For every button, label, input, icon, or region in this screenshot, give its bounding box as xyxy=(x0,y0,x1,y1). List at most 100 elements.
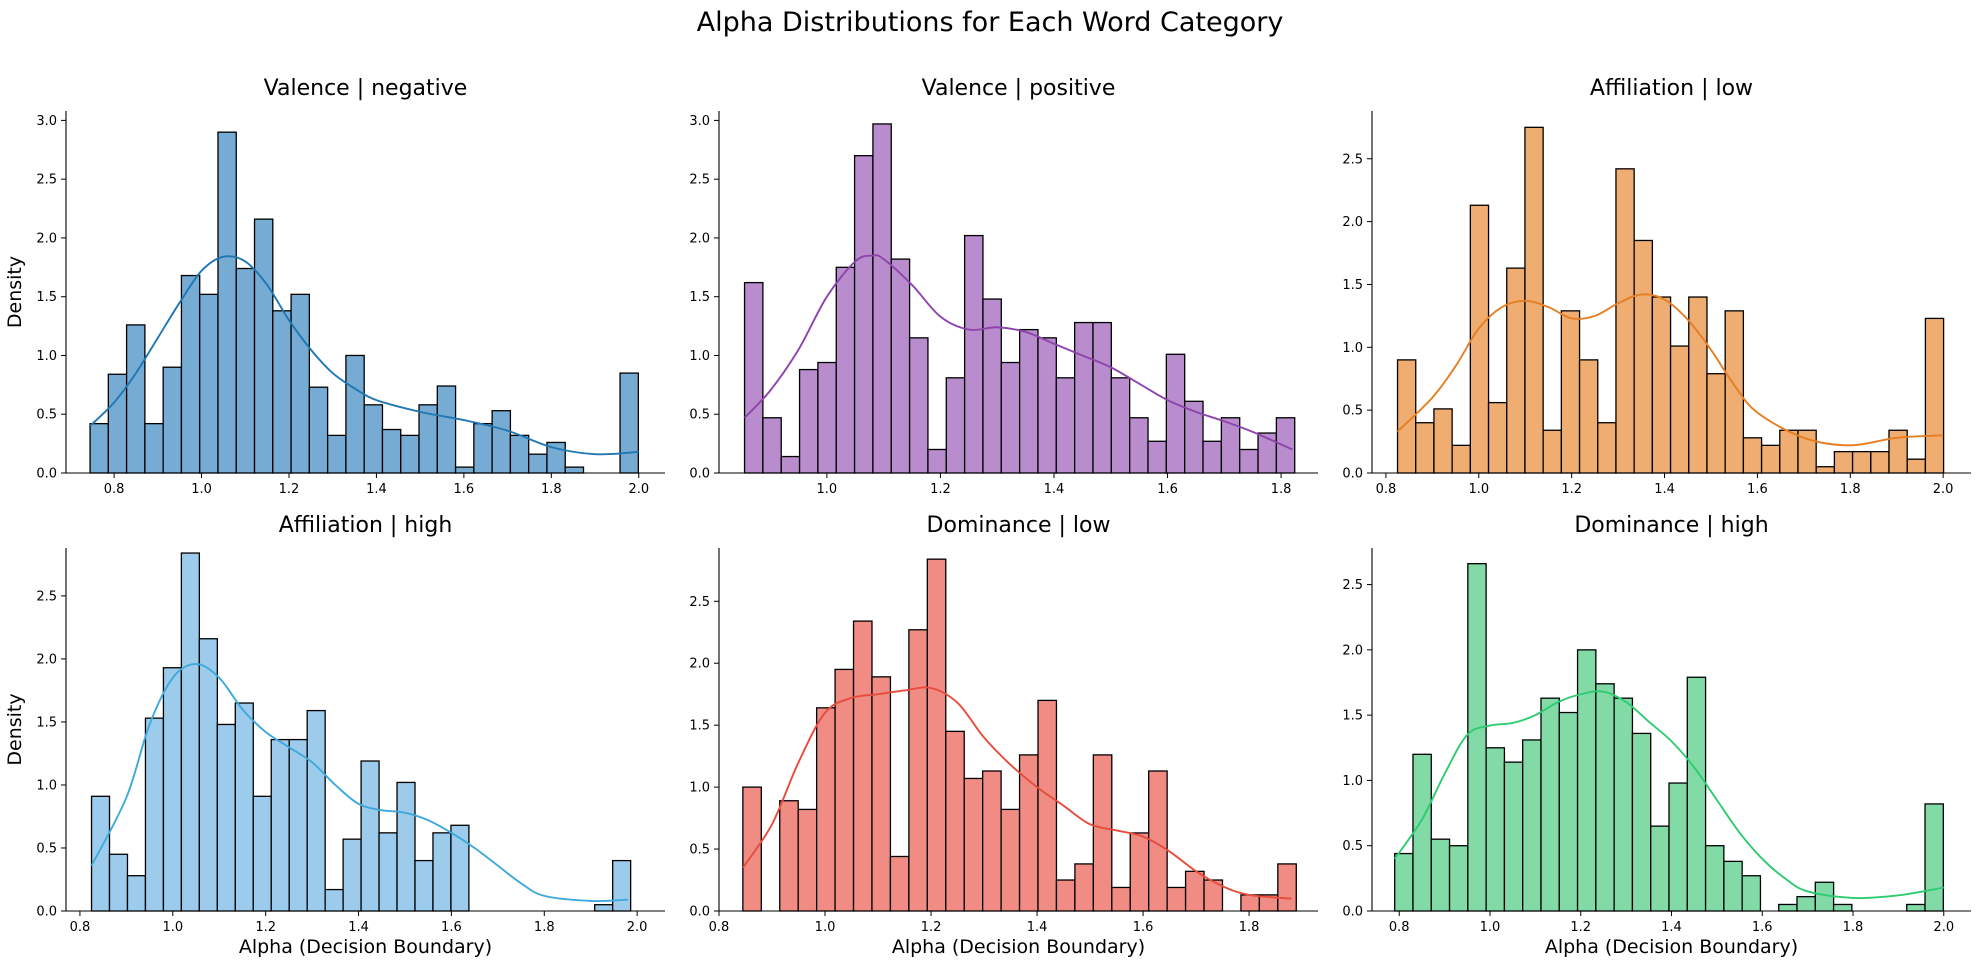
x-tick-label: 1.6 xyxy=(1747,482,1768,497)
y-tick-label: 2.0 xyxy=(689,231,710,246)
kde-curve xyxy=(89,255,639,456)
histogram-bar xyxy=(1451,444,1472,474)
y-tick-label: 0.0 xyxy=(1342,467,1363,482)
histogram-bar xyxy=(1815,466,1836,474)
histogram-bar xyxy=(345,354,365,474)
histogram-bar xyxy=(1576,649,1597,912)
histogram-bar xyxy=(1833,450,1854,474)
histogram-bar xyxy=(1650,825,1670,912)
histogram-bar xyxy=(1870,450,1890,474)
histogram-bar xyxy=(1540,697,1560,912)
y-tick-label: 2.5 xyxy=(689,173,710,188)
histogram-bar xyxy=(743,281,764,474)
y-tick-label: 0.0 xyxy=(689,467,710,482)
histogram-bar xyxy=(817,361,837,474)
histogram-bar xyxy=(1704,845,1725,912)
histogram-bar xyxy=(762,417,782,474)
histogram-bar xyxy=(1111,886,1131,912)
x-tick-label: 2.0 xyxy=(627,920,648,935)
y-tick-label: 0.5 xyxy=(689,408,710,423)
histogram-bar xyxy=(378,832,398,912)
x-tick-label: 1.6 xyxy=(454,482,475,497)
x-tick-label: 1.2 xyxy=(1570,920,1591,935)
histogram-bar xyxy=(1166,886,1187,912)
histogram-bar xyxy=(1851,450,1872,474)
histogram-bar xyxy=(454,466,475,474)
x-tick-label: 1.4 xyxy=(1044,482,1065,497)
histogram-bar xyxy=(272,310,292,474)
subplot-title: Valence | negative xyxy=(264,76,468,101)
histogram-bar xyxy=(1184,870,1205,912)
histogram-bar xyxy=(1669,345,1690,474)
y-axis-label: Density xyxy=(4,693,26,765)
histogram-bar xyxy=(834,668,855,912)
histogram-bar xyxy=(342,838,362,912)
y-tick-label: 1.0 xyxy=(689,349,710,364)
histogram-bar xyxy=(963,234,984,474)
histogram-bar xyxy=(1760,444,1781,474)
histogram-bar xyxy=(1651,296,1672,474)
histogram-bar xyxy=(253,218,274,474)
x-tick-label: 1.8 xyxy=(541,482,562,497)
histogram-bar xyxy=(1522,739,1542,912)
histogram-bars xyxy=(1396,126,1945,474)
histogram-bar xyxy=(1037,699,1058,912)
x-tick-label: 1.8 xyxy=(1843,920,1864,935)
y-tick-label: 0.0 xyxy=(1342,905,1363,920)
x-tick-label: 1.4 xyxy=(366,482,387,497)
y-tick-label: 2.0 xyxy=(1342,215,1363,230)
histogram-bar xyxy=(1277,863,1297,912)
histogram-bar xyxy=(889,855,910,912)
y-tick-label: 0.5 xyxy=(1342,404,1363,419)
histogram-bar xyxy=(780,455,801,474)
histogram-bar xyxy=(1613,697,1634,912)
histogram-bar xyxy=(612,859,632,912)
histogram-bar xyxy=(126,875,147,912)
y-ticks: 0.0 0.5 1.0 1.5 2.0 2.5 xyxy=(1342,578,1372,920)
histogram-bar xyxy=(162,667,183,912)
histogram-bar xyxy=(945,377,966,474)
subplot-valence-negative: Valence | negative Density 0.8 1.0 1.2 1.4 1… xyxy=(4,76,665,497)
histogram-bar xyxy=(1074,321,1094,474)
histogram-bar xyxy=(926,558,947,912)
x-tick-label: 1.2 xyxy=(1561,482,1582,497)
histogram-bar xyxy=(1542,429,1563,474)
histogram-bar xyxy=(400,434,420,474)
figure-title: Alpha Distributions for Each Word Catego… xyxy=(697,7,1284,38)
histogram-bar xyxy=(1615,168,1635,474)
y-tick-label: 3.0 xyxy=(689,114,710,129)
x-tick-label: 1.0 xyxy=(162,920,183,935)
x-ticks: 0.8 1.0 1.2 1.4 1.6 1.8 2.0 xyxy=(70,911,648,935)
histogram-bar xyxy=(1597,422,1617,474)
y-tick-label: 1.0 xyxy=(1342,774,1363,789)
y-tick-label: 1.0 xyxy=(689,781,710,796)
histogram-bar xyxy=(270,738,290,912)
y-tick-label: 1.0 xyxy=(36,349,57,364)
subplot-affiliation-low: Affiliation | low 0.8 1.0 1.2 1.4 1.6 1.8 2.00… xyxy=(1342,76,1971,497)
x-tick-label: 1.0 xyxy=(815,920,836,935)
y-tick-label: 1.0 xyxy=(36,778,57,793)
y-ticks: 0.0 0.5 1.0 1.5 2.0 2.5 xyxy=(36,589,66,920)
histogram-bar xyxy=(853,155,874,474)
histogram-bar xyxy=(1485,747,1506,912)
histogram-bar xyxy=(235,267,256,474)
x-tick-label: 1.2 xyxy=(921,920,942,935)
histogram-bar xyxy=(1394,852,1414,912)
histogram-bar xyxy=(324,888,344,912)
histogram-bar xyxy=(1239,448,1259,474)
histogram-bar xyxy=(852,620,873,912)
histogram-bar xyxy=(1506,267,1526,474)
x-tick-label: 1.8 xyxy=(1239,920,1260,935)
histogram-bar xyxy=(1240,894,1261,912)
y-tick-label: 0.0 xyxy=(36,467,57,482)
histogram-bar xyxy=(1686,676,1707,912)
subplot-affiliation-high: Affiliation | high Density Alpha (Decisi… xyxy=(4,513,665,958)
subplot-dominance-low: Dominance | low Alpha (Decision Boundary… xyxy=(689,513,1318,958)
histogram-bar xyxy=(1668,782,1688,912)
histogram-bar xyxy=(491,410,512,474)
x-ticks: 0.8 1.0 1.2 1.4 1.6 1.8 2.0 xyxy=(1389,911,1954,935)
x-tick-label: 1.4 xyxy=(1661,920,1682,935)
histogram-bar xyxy=(144,422,164,474)
x-tick-label: 0.8 xyxy=(104,482,125,497)
